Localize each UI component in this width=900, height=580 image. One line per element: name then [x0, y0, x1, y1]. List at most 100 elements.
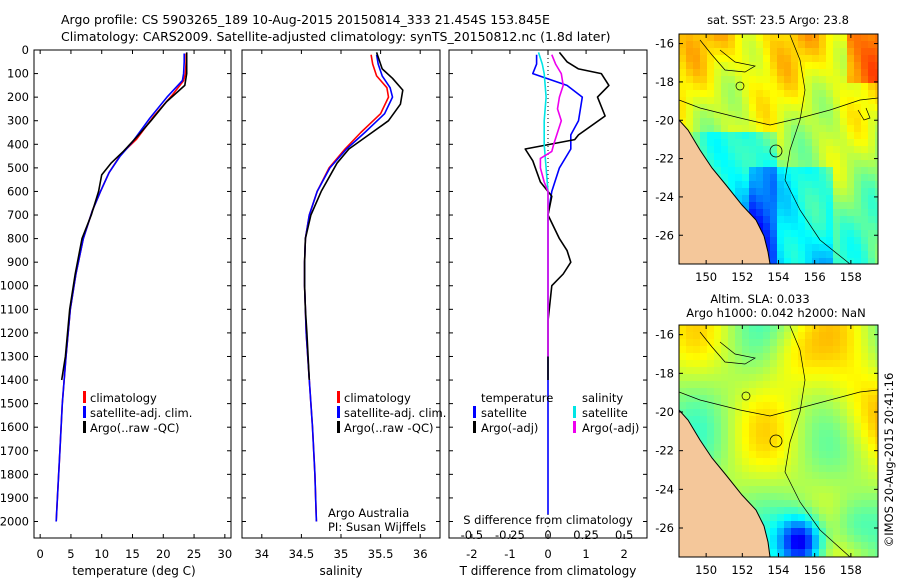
map-cell — [798, 507, 806, 515]
map-cell — [868, 153, 876, 161]
sla-depth-contour — [784, 325, 851, 557]
map-cell — [784, 430, 792, 438]
map-cell — [875, 458, 878, 466]
map-cell — [714, 395, 722, 403]
map-cell — [770, 332, 778, 340]
map-cell — [721, 444, 729, 452]
map-cell — [805, 388, 813, 396]
map-cell — [784, 139, 792, 147]
map-cell — [819, 188, 827, 196]
map-cell — [700, 125, 708, 133]
map-cell — [763, 62, 771, 70]
map-cell — [721, 48, 729, 56]
map-cell — [798, 339, 806, 347]
map-cell — [707, 69, 715, 77]
map-cell — [833, 444, 841, 452]
map-cell — [756, 132, 764, 140]
map-cell — [742, 458, 750, 466]
map-cell — [784, 244, 792, 252]
map-cell — [798, 465, 806, 473]
map-cell — [847, 104, 855, 112]
map-cell — [861, 514, 869, 522]
map-cell — [868, 500, 876, 508]
map-cell — [854, 479, 862, 487]
map-cell — [861, 160, 869, 168]
map-cell — [819, 332, 827, 340]
map-cell — [700, 83, 708, 91]
map-cell — [868, 34, 876, 42]
map-cell — [721, 139, 729, 147]
map-cell — [826, 549, 834, 557]
map-cell — [798, 146, 806, 154]
map-cell — [826, 111, 834, 119]
map-cell — [798, 521, 806, 529]
map-cell — [861, 486, 869, 494]
map-cell — [693, 388, 701, 396]
map-cell — [798, 139, 806, 147]
map-cell — [756, 90, 764, 98]
map-cell — [854, 381, 862, 389]
map-cell — [812, 493, 820, 501]
map-cell — [763, 202, 771, 210]
map-cell — [756, 195, 764, 203]
map-cell — [742, 118, 750, 126]
map-cell — [763, 118, 771, 126]
map-cell — [693, 139, 701, 147]
map-cell — [770, 507, 778, 515]
map-cell — [777, 251, 785, 259]
map-cell — [840, 423, 848, 431]
map-cell — [756, 444, 764, 452]
map-cell — [693, 111, 701, 119]
map-cell — [770, 521, 778, 529]
map-cell — [861, 549, 869, 557]
map-cell — [812, 111, 820, 119]
map-cell — [763, 223, 771, 231]
map-cell — [707, 160, 715, 168]
map-cell — [707, 48, 715, 56]
map-cell — [763, 409, 771, 417]
map-cell — [721, 83, 729, 91]
map-cell — [693, 55, 701, 63]
map-cell — [805, 353, 813, 361]
map-cell — [763, 76, 771, 84]
map-cell — [693, 97, 701, 105]
y-tick-label: 100 — [7, 67, 29, 81]
map-cell — [770, 48, 778, 56]
map-cell — [847, 486, 855, 494]
map-cell — [840, 34, 848, 42]
map-cell — [721, 167, 729, 175]
map-x-tick-label: 154 — [768, 563, 790, 577]
map-cell — [714, 451, 722, 459]
map-cell — [819, 125, 827, 133]
map-cell — [854, 146, 862, 154]
series-argo-raw-qc- — [303, 52, 404, 381]
map-cell — [812, 332, 820, 340]
map-cell — [854, 76, 862, 84]
map-cell — [868, 188, 876, 196]
map-cell — [854, 104, 862, 112]
sst-reef-ring-2 — [735, 81, 745, 91]
map-cell — [700, 118, 708, 126]
map-cell — [693, 367, 701, 375]
map-cell — [819, 181, 827, 189]
map-cell — [721, 104, 729, 112]
map-cell — [728, 346, 736, 354]
map-cell — [791, 223, 799, 231]
map-cell — [798, 90, 806, 98]
header-line1: Argo profile: CS 5903265_189 10-Aug-2015… — [61, 12, 550, 27]
map-cell — [721, 62, 729, 70]
sst-reef-outline-2 — [857, 107, 871, 121]
map-cell — [784, 258, 792, 264]
map-cell — [875, 195, 878, 203]
map-cell — [847, 139, 855, 147]
map-cell — [735, 360, 743, 368]
map-cell — [833, 381, 841, 389]
map-cell — [833, 244, 841, 252]
map-cell — [714, 346, 722, 354]
map-cell — [742, 146, 750, 154]
map-cell — [854, 430, 862, 438]
map-cell — [791, 188, 799, 196]
map-cell — [707, 437, 715, 445]
map-cell — [875, 167, 878, 175]
map-cell — [784, 339, 792, 347]
